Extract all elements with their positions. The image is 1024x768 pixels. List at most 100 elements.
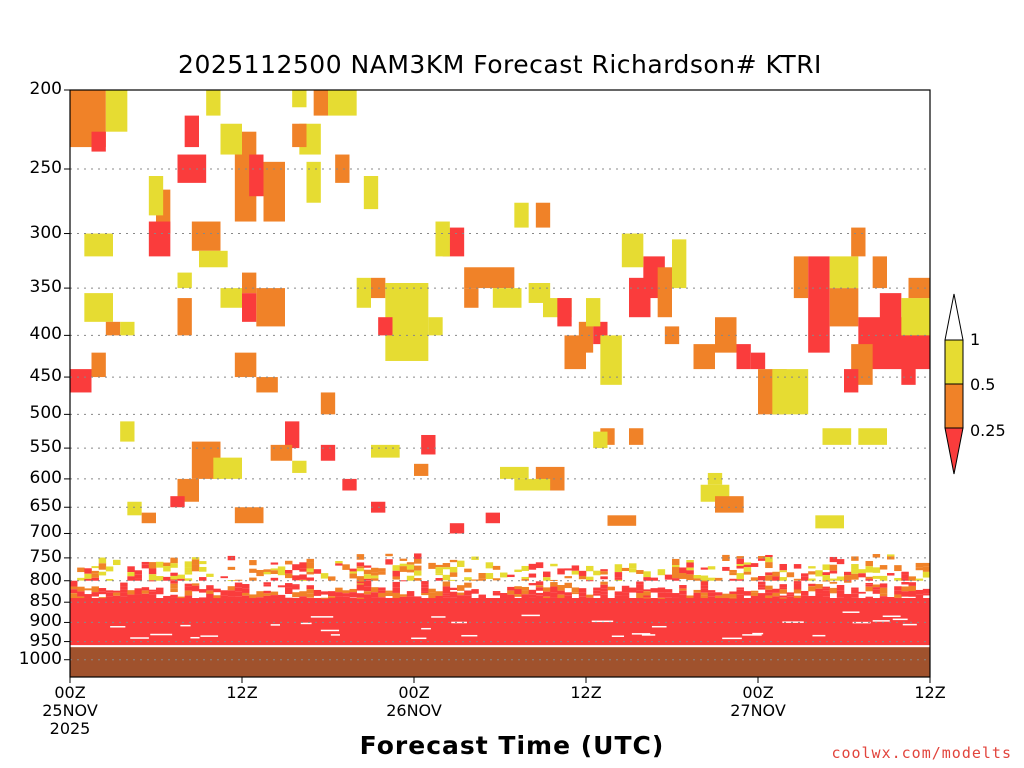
heatmap-cell [363, 565, 372, 568]
heatmap-cell [249, 594, 257, 599]
heatmap-cell [263, 571, 271, 575]
heatmap-cell [113, 595, 121, 599]
heatmap-cell [894, 597, 902, 599]
heatmap-cell [750, 577, 759, 581]
heatmap-cell [464, 568, 472, 573]
heatmap-cell [765, 585, 773, 590]
x-tick-label-line: 2025 [49, 719, 91, 738]
heatmap-cell [822, 586, 830, 589]
heatmap-cell [686, 567, 694, 571]
heatmap-cell [521, 579, 529, 581]
heatmap-cell [163, 568, 171, 572]
heatmap-cell [650, 588, 658, 593]
heatmap-cell [170, 580, 178, 584]
heatmap-cell [872, 589, 881, 594]
heatmap-cell [643, 577, 651, 581]
heatmap-cell [693, 578, 701, 581]
heatmap-cell [621, 592, 630, 596]
heatmap-cell [421, 591, 429, 594]
heatmap-cell [679, 588, 687, 591]
heatmap-cell [177, 596, 185, 599]
heatmap-cell [457, 560, 465, 567]
heatmap-cell [707, 596, 716, 599]
heatmap-cell [621, 595, 630, 599]
heatmap-cell [105, 590, 114, 593]
heatmap-cell [105, 596, 114, 599]
heatmap-cell [772, 588, 780, 593]
heatmap-cell [535, 595, 544, 599]
heatmap-cell [715, 595, 723, 599]
heatmap-cell [786, 572, 795, 578]
heatmap-cell-58 [879, 293, 902, 336]
band-gap [882, 615, 901, 618]
heatmap-cell [98, 591, 107, 595]
heatmap-cell [442, 586, 451, 591]
heatmap-cell [872, 567, 881, 573]
heatmap-cell-13 [263, 161, 285, 222]
heatmap-cell-46 [693, 344, 715, 370]
heatmap-cell [363, 574, 372, 579]
heatmap-cell [901, 571, 909, 575]
heatmap-cell [578, 596, 587, 599]
heatmap-cell [672, 597, 680, 599]
heatmap-cell [736, 556, 744, 559]
heatmap-cell [421, 581, 429, 585]
heatmap-cell [664, 574, 673, 580]
heatmap-cell [206, 593, 214, 599]
heatmap-cell [793, 589, 802, 594]
heatmap-cell-94 [292, 123, 307, 148]
heatmap-cell [328, 576, 336, 581]
heatmap-cell [220, 595, 228, 599]
heatmap-cell [686, 595, 694, 599]
heatmap-cell [199, 566, 207, 572]
heatmap-cell [915, 567, 924, 571]
heatmap-cell-15 [256, 288, 285, 327]
band-gap [130, 637, 149, 639]
heatmap-cell-47 [715, 317, 737, 353]
heatmap-cell [765, 562, 773, 565]
heatmap-cell [729, 593, 737, 598]
heatmap-cell [858, 569, 866, 574]
watermark-link[interactable]: coolwx.com/modelts [831, 744, 1012, 762]
heatmap-cell [550, 592, 558, 598]
heatmap-cell [808, 578, 816, 581]
heatmap-cell [492, 565, 501, 570]
heatmap-cell [621, 585, 630, 588]
y-tick-label: 500 [29, 403, 62, 424]
heatmap-cell [184, 590, 193, 596]
band-gap [722, 637, 742, 640]
heatmap-cell [442, 567, 451, 570]
heatmap-cell [543, 591, 551, 597]
band-gap [200, 635, 219, 637]
heatmap-cell [808, 586, 816, 592]
band-gap [651, 625, 667, 628]
heatmap-cell [98, 571, 107, 576]
heatmap-cell [356, 583, 365, 585]
heatmap-cell [220, 590, 228, 596]
heatmap-cell [170, 579, 178, 581]
x-tick-label: 12Z [895, 684, 965, 702]
heatmap-cell [184, 572, 193, 575]
heatmap-cell [643, 595, 651, 598]
heatmap-cell-89 [356, 277, 371, 308]
heatmap-cell [700, 588, 709, 593]
heatmap-cell [851, 569, 859, 574]
heatmap-cell-102 [177, 272, 192, 289]
heatmap-cell [414, 570, 422, 576]
heatmap-cell [335, 561, 343, 564]
heatmap-cell [471, 589, 479, 594]
heatmap-cell-99 [206, 90, 221, 116]
x-tick-label-line: 00Z [54, 683, 86, 702]
heatmap-cell [406, 569, 415, 573]
heatmap-cell [227, 566, 236, 570]
heatmap-cell [564, 582, 572, 589]
heatmap-cell [249, 560, 257, 566]
heatmap-cell [242, 588, 250, 593]
heatmap-cell [786, 594, 795, 597]
heatmap-cell [722, 593, 730, 599]
y-tick-label: 250 [29, 157, 62, 178]
heatmap-cell [765, 554, 773, 558]
heatmap-cell [141, 593, 150, 599]
heatmap-cell [922, 588, 931, 594]
